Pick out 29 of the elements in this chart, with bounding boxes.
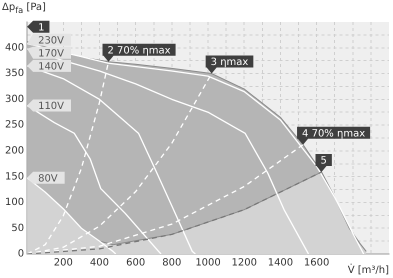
x-tick-label: 1600: [304, 258, 330, 269]
x-tick-label: 600: [126, 258, 146, 269]
y-tick-label: 100: [4, 197, 24, 208]
y-tick-label: 250: [4, 120, 24, 131]
x-tick-label: 1000: [195, 258, 221, 269]
annotation: 5: [320, 156, 327, 167]
x-tick-label: 1200: [232, 258, 257, 269]
annotation: 2 70% ηmax: [108, 45, 171, 56]
series-label: 110V: [38, 101, 64, 112]
series-label: 80V: [38, 173, 58, 184]
y-tick-label: 300: [4, 94, 24, 105]
x-tick-label: 800: [162, 258, 182, 269]
y-tick-label: 400: [4, 42, 24, 54]
y-tick-label: 50: [11, 222, 24, 234]
x-tick-label: 400: [90, 258, 110, 269]
series-label: 230V: [38, 35, 64, 46]
y-axis-title: Δp$_{fa}$ [Pa]: [2, 2, 46, 15]
x-axis-title: V̇ [m³/h]: [348, 265, 389, 276]
annotation: 4 70% ηmax: [302, 128, 366, 140]
y-tick-label: 0: [18, 248, 24, 260]
y-tick-label: 150: [4, 171, 24, 182]
x-tick-label: 1400: [268, 258, 294, 269]
x-tick-label: 200: [54, 258, 73, 269]
annotation: 1: [38, 22, 44, 34]
series-label: 140V: [38, 61, 64, 72]
y-tick-label: 200: [4, 145, 24, 156]
series-label: 170V: [38, 48, 64, 60]
y-tick-label: 350: [4, 68, 24, 80]
annotation: 3 ηmax: [210, 57, 248, 68]
